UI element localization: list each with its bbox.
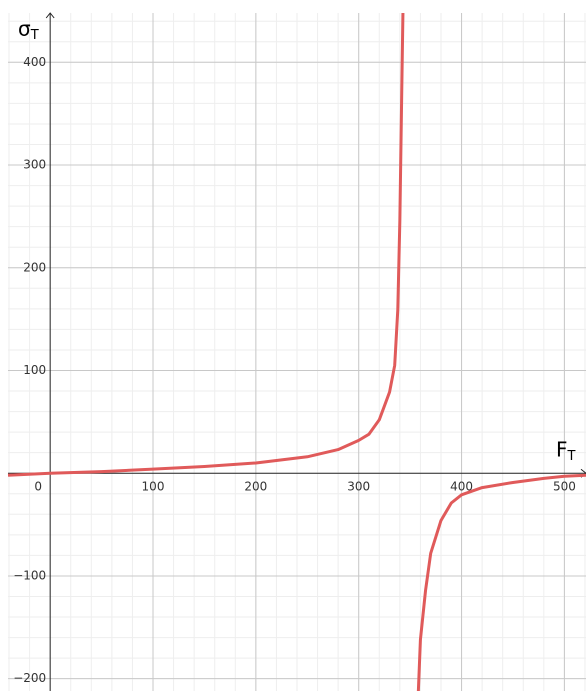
curve xyxy=(7,12,586,691)
y-tick-label: 100 xyxy=(23,363,46,377)
y-axis-label: σT xyxy=(18,17,39,43)
y-tick-label: 200 xyxy=(23,260,46,274)
x-tick-label: 300 xyxy=(347,480,370,494)
x-tick-label: 0 xyxy=(34,480,42,494)
y-tick-label: 300 xyxy=(23,158,46,172)
y-axis-arrow xyxy=(45,12,55,19)
y-tick-label: −100 xyxy=(13,568,46,582)
x-tick-label: 200 xyxy=(244,480,267,494)
x-axis-label: FT xyxy=(556,438,576,464)
x-tick-label: 400 xyxy=(450,480,473,494)
x-tick-label: 100 xyxy=(142,480,165,494)
x-tick-label: 500 xyxy=(553,480,576,494)
y-tick-label: −200 xyxy=(13,671,46,685)
y-tick-label: 400 xyxy=(23,55,46,69)
